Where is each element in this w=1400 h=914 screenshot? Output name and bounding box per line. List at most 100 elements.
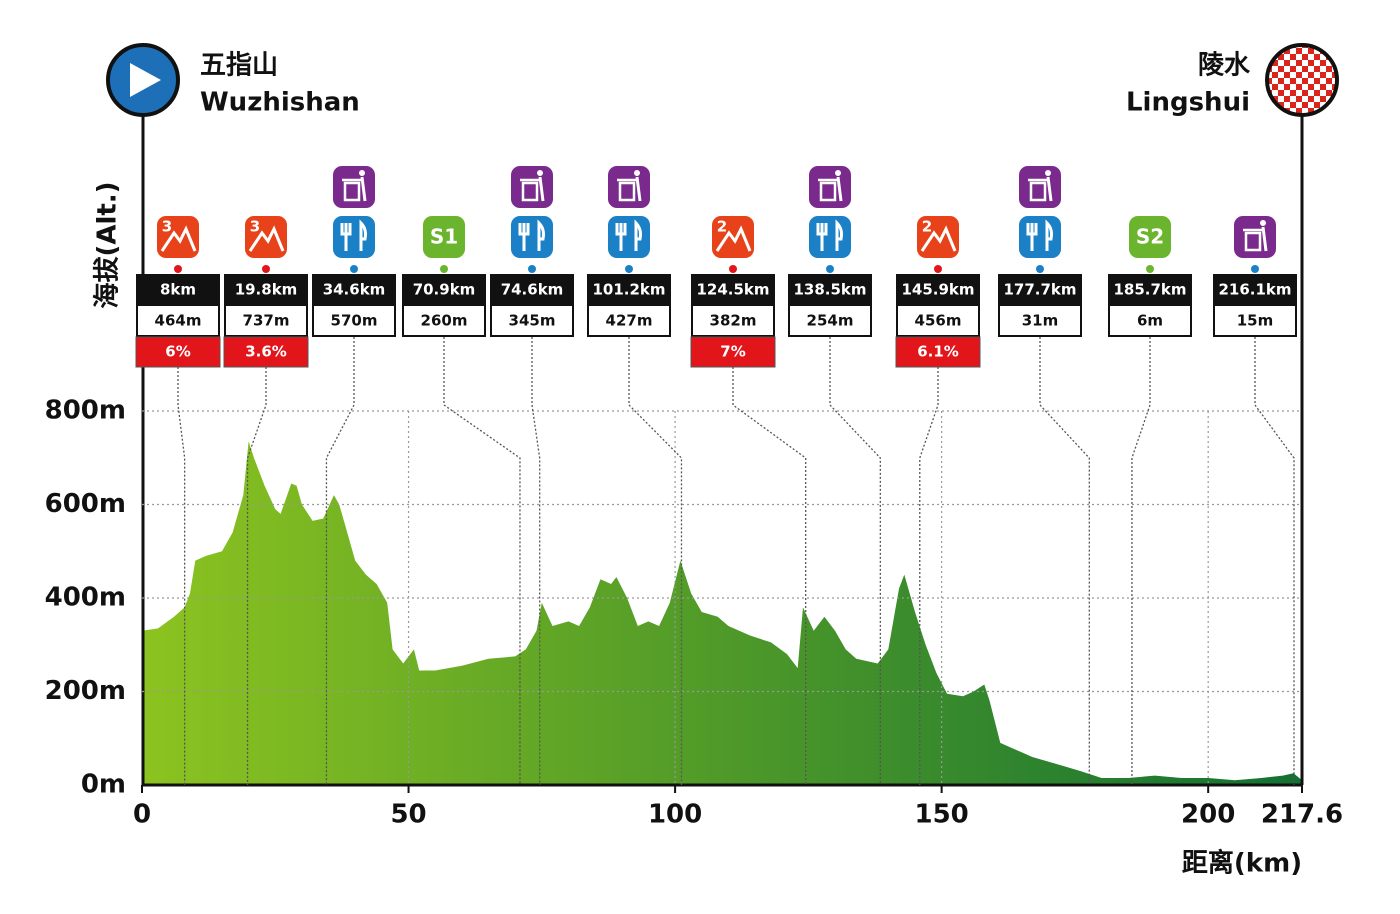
- point-dot: [625, 265, 633, 273]
- grade-cell: [690, 336, 776, 368]
- alt-cell: [587, 304, 671, 337]
- waste-badge: [1232, 214, 1278, 260]
- point-dot: [440, 265, 448, 273]
- alt-cell: [998, 304, 1082, 337]
- knife: [634, 219, 642, 251]
- person-head: [835, 170, 841, 176]
- km-cell: [224, 274, 308, 304]
- knife: [835, 219, 843, 251]
- plot: [142, 441, 1302, 785]
- alt-label: 6m: [1137, 312, 1163, 330]
- feed-badge: [1017, 214, 1063, 260]
- alt-label: 15m: [1237, 312, 1274, 330]
- point-dot: [174, 265, 182, 273]
- km-label: 185.7km: [1113, 281, 1186, 299]
- x-tick-label: 0: [133, 800, 151, 830]
- y-tick-label: 800m: [45, 396, 126, 426]
- kom-icon: 3: [155, 214, 201, 260]
- point-dot: [1036, 265, 1044, 273]
- point-dot: [1251, 265, 1259, 273]
- kom-icon: 2: [915, 214, 961, 260]
- point-dot: [528, 265, 536, 273]
- fork: [518, 223, 530, 251]
- grade-label: 6%: [165, 343, 190, 361]
- km-cell: [312, 274, 396, 304]
- alt-label: 382m: [710, 312, 757, 330]
- waste-icon: [807, 164, 853, 210]
- fork: [340, 223, 352, 251]
- alt-cell: [490, 304, 574, 337]
- km-label: 19.8km: [235, 281, 298, 299]
- waste-icon: [509, 164, 555, 210]
- start-arrow: [130, 63, 161, 97]
- alt-cell: [1213, 304, 1297, 337]
- feed-icon: [509, 214, 555, 260]
- sprint-icon: S1: [421, 214, 467, 260]
- person-head: [634, 170, 640, 176]
- grade-cell: [895, 336, 981, 368]
- bin: [618, 181, 636, 202]
- person-body: [635, 176, 642, 202]
- start-name-zh: 五指山: [200, 51, 278, 81]
- sprint-icon: S2: [1127, 214, 1173, 260]
- waste-icon: [1017, 164, 1063, 210]
- alt-cell: [896, 304, 980, 337]
- km-cell: [587, 274, 671, 304]
- alt-cell: [402, 304, 486, 337]
- alt-label: 254m: [807, 312, 854, 330]
- grade-label: 7%: [720, 343, 745, 361]
- mountain: [920, 225, 957, 252]
- alt-cell: [224, 304, 308, 337]
- person-head: [1260, 220, 1266, 226]
- y-tick-label: 400m: [45, 583, 126, 613]
- km-label: 74.6km: [501, 281, 564, 299]
- bin: [819, 181, 837, 202]
- alt-cell: [691, 304, 775, 337]
- feed-badge: [331, 214, 377, 260]
- person-body: [360, 176, 367, 202]
- alt-cell: [1108, 304, 1192, 337]
- km-label: 124.5km: [696, 281, 769, 299]
- x-axis-title: 距离(km): [1182, 848, 1302, 879]
- km-label: 8km: [160, 281, 196, 299]
- feed-badge: [606, 214, 652, 260]
- leader-line: [325, 337, 355, 785]
- kom-icon: 3: [243, 214, 289, 260]
- kom-category: 3: [250, 218, 260, 236]
- fork: [1026, 223, 1038, 251]
- leader-line: [829, 337, 881, 785]
- grade-cell: [135, 336, 221, 368]
- kom-category: 3: [162, 218, 172, 236]
- x-tick-label: 100: [648, 800, 702, 830]
- bin: [521, 181, 539, 202]
- km-cell: [490, 274, 574, 304]
- feed-icon: [807, 214, 853, 260]
- leader-line: [531, 337, 541, 785]
- leader-line: [1254, 337, 1295, 785]
- point-dot: [262, 265, 270, 273]
- km-cell: [788, 274, 872, 304]
- feed-badge: [807, 214, 853, 260]
- km-label: 101.2km: [592, 281, 665, 299]
- knife: [359, 219, 367, 251]
- kom-category: 2: [717, 218, 727, 236]
- x-tick-label: 200: [1181, 800, 1235, 830]
- finish-name-zh: 陵水: [1198, 51, 1251, 81]
- waste-icon: [331, 164, 377, 210]
- sprint-badge: [421, 214, 467, 260]
- finish-name-en: Lingshui: [1126, 88, 1250, 118]
- fork: [816, 223, 828, 251]
- alt-label: 456m: [915, 312, 962, 330]
- start-name-en: Wuzhishan: [200, 88, 360, 118]
- y-tick-label: 0m: [81, 770, 126, 800]
- x-tick-label: 150: [914, 800, 968, 830]
- knife: [1045, 219, 1053, 251]
- km-label: 138.5km: [793, 281, 866, 299]
- alt-label: 31m: [1022, 312, 1059, 330]
- km-label: 34.6km: [323, 281, 386, 299]
- grade-cell: [223, 336, 309, 368]
- person-head: [537, 170, 543, 176]
- km-label: 145.9km: [901, 281, 974, 299]
- km-label: 216.1km: [1218, 281, 1291, 299]
